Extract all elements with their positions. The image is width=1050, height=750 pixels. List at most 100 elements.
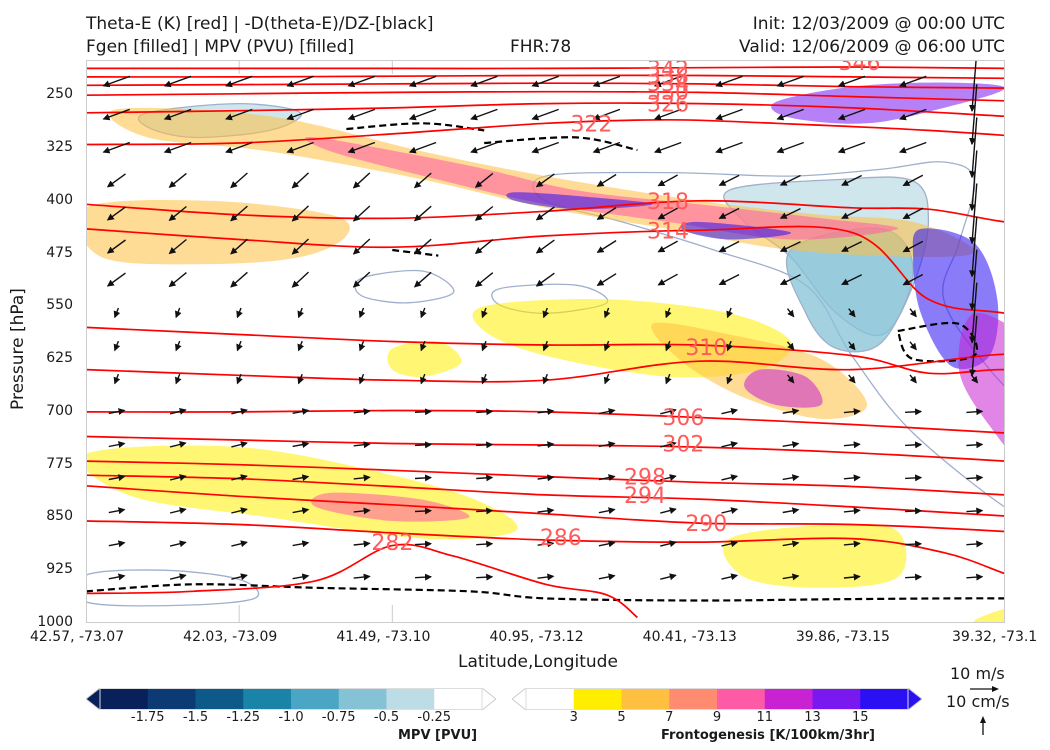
- theta-e-label-282: 282: [371, 531, 413, 556]
- wind-vector: [905, 441, 923, 449]
- wind-vector: [292, 507, 310, 515]
- theta-e-contour-310: [86, 353, 1005, 383]
- x-tick-label: 39.32, -73.1: [952, 629, 1038, 645]
- wind-vector: [715, 75, 743, 88]
- frontogenesis-colorbar: [512, 688, 922, 710]
- wind-vector: [413, 205, 432, 222]
- wind-vector: [718, 273, 740, 286]
- colorbar-swatch: [434, 688, 483, 710]
- wind-vector: [168, 172, 187, 188]
- wind-vector: [660, 407, 677, 415]
- x-tick-label: 42.03, -73.09: [183, 629, 278, 645]
- frontogenesis-region: [680, 221, 791, 240]
- wind-vector: [966, 507, 984, 515]
- theta-e-contour-318: [86, 225, 1005, 315]
- wind-vector: [905, 474, 923, 482]
- wind-vector: [352, 172, 371, 189]
- wind-vector: [782, 540, 800, 548]
- wind-vector: [297, 307, 305, 319]
- wind-vector-layer: [102, 60, 984, 581]
- wind-vector: [537, 474, 555, 482]
- wind-vector: [592, 75, 621, 88]
- stability-contour: [86, 583, 1005, 602]
- wind-vector: [726, 340, 733, 352]
- wind-vector: [603, 340, 611, 352]
- wind-vector: [598, 474, 616, 482]
- colorbar-extend-low: [512, 688, 527, 710]
- theta-e-label-318: 318: [647, 190, 689, 215]
- wind-vector: [603, 307, 611, 319]
- wind-vector: [537, 507, 555, 515]
- wind-vector: [776, 141, 804, 154]
- wind-vector: [718, 240, 740, 253]
- wind-vector: [968, 249, 978, 311]
- wind-vector: [970, 374, 979, 384]
- wind-vector: [968, 183, 978, 245]
- wind-vector: [776, 75, 804, 88]
- wind-vector: [347, 108, 376, 121]
- wind-vector: [470, 141, 498, 154]
- theta-e-label-290: 290: [685, 512, 727, 537]
- wind-vector: [905, 540, 923, 548]
- theta-e-label-346: 346: [838, 60, 880, 76]
- wind-vector: [837, 75, 866, 88]
- colorbar-swatch: [386, 688, 435, 710]
- wind-vector: [231, 441, 248, 448]
- wind-vector: [108, 408, 126, 415]
- wind-vector: [779, 241, 801, 252]
- theta-e-label-326: 326: [647, 93, 689, 118]
- wind-vector: [474, 272, 494, 288]
- wind-vector: [665, 373, 672, 385]
- wind-vector: [721, 407, 739, 415]
- theta-e-contour-314: [86, 326, 1005, 375]
- colorbar-tick-label: 11: [756, 710, 774, 725]
- mpv-colorbar: [86, 688, 496, 710]
- wind-vector: [902, 174, 924, 187]
- wind-vector: [837, 108, 866, 121]
- wind-vector: [230, 205, 248, 222]
- wind-vector: [902, 273, 924, 286]
- wind-vector: [535, 206, 555, 221]
- wind-vector: [598, 441, 616, 448]
- wind-vector: [108, 474, 126, 482]
- wind-vector: [414, 474, 432, 482]
- colorbar-swatch: [338, 688, 387, 710]
- plot-frame: [86, 60, 1005, 623]
- theta-e-label-298: 298: [624, 466, 666, 491]
- wind-vector: [292, 408, 310, 415]
- wind-vector: [596, 207, 617, 220]
- wind-vector: [782, 507, 800, 515]
- wind-vector: [113, 340, 121, 352]
- wind-vector: [230, 238, 248, 255]
- wind-vector: [297, 340, 305, 352]
- wind-vector: [603, 373, 611, 385]
- wind-vector: [841, 207, 863, 219]
- wind-vector: [782, 408, 800, 415]
- theta-e-label-310: 310: [685, 336, 727, 361]
- wind-vector: [414, 540, 432, 548]
- title-valid-time: Valid: 12/06/2009 @ 06:00 UTC: [739, 37, 1005, 57]
- wind-vector: [102, 141, 131, 154]
- wind-vector: [898, 108, 927, 121]
- wind-vector: [169, 507, 187, 515]
- wind-vector: [909, 374, 917, 384]
- y-tick-label: 250: [46, 86, 73, 103]
- wind-vector: [786, 341, 795, 351]
- wind-vector: [898, 141, 927, 154]
- wind-vector: [231, 408, 248, 415]
- wind-vector: [408, 108, 437, 121]
- wind-vector: [782, 474, 800, 482]
- wind-vector: [598, 408, 616, 415]
- colorbar-swatch: [243, 688, 292, 710]
- wind-vector: [653, 75, 682, 88]
- wind-vector: [726, 373, 733, 385]
- theta-e-label-302: 302: [662, 433, 704, 458]
- wind-vector: [898, 75, 927, 88]
- wind-vector: [476, 540, 494, 548]
- theta-e-contour-334: [86, 90, 1005, 102]
- wind-vector: [102, 108, 131, 121]
- wind-vector: [168, 272, 187, 288]
- wind-vector: [163, 141, 192, 154]
- x-tick-label: 39.86, -73.15: [795, 629, 890, 645]
- wind-vector: [786, 374, 795, 384]
